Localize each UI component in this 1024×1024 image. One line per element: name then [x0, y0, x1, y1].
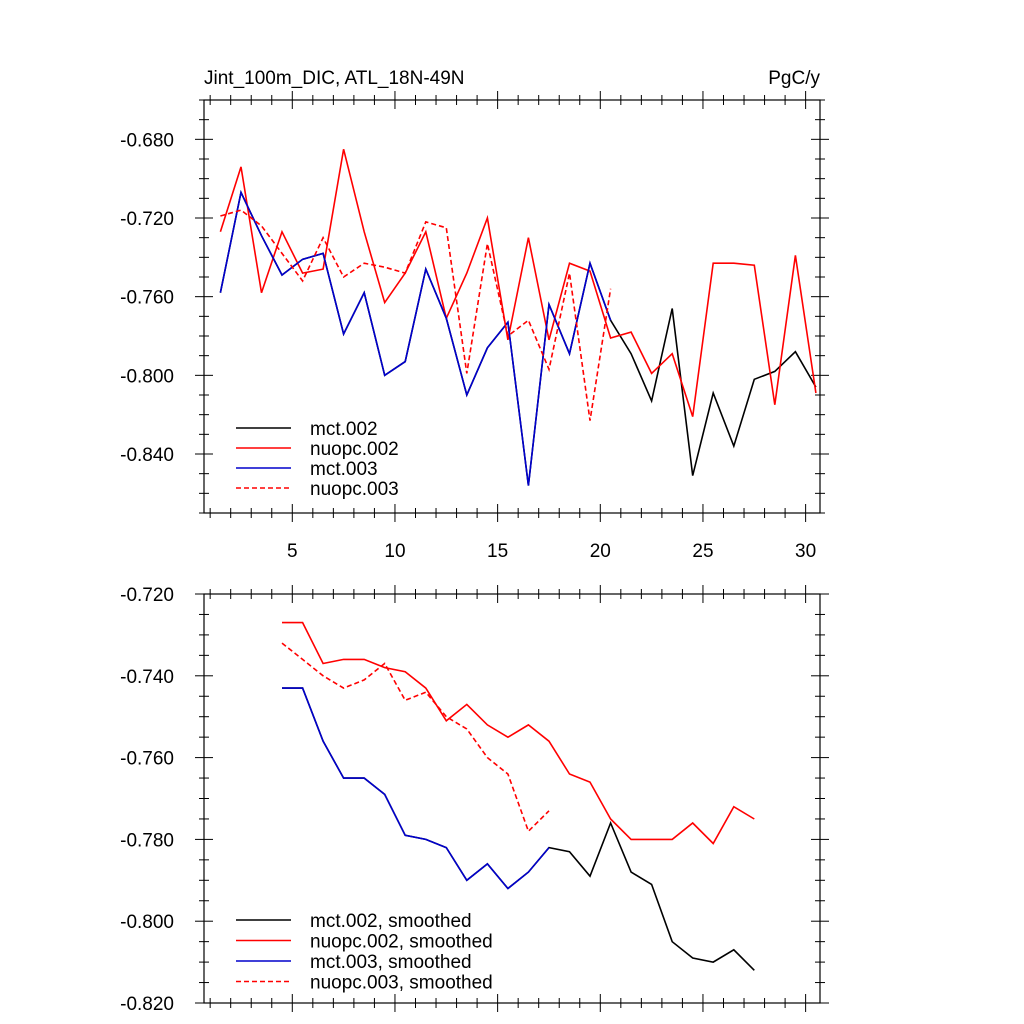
series-line-nuopc-002-smoothed	[282, 621, 755, 845]
y-tick-label: -0.800	[120, 912, 174, 933]
y-tick-label: -0.720	[120, 209, 174, 230]
series-line-nuopc-002	[219, 149, 817, 417]
series-line-mct-003	[219, 189, 612, 486]
y-tick-label: -0.840	[120, 445, 174, 466]
legend-label: mct.002	[310, 419, 378, 440]
x-tick-label: 25	[692, 541, 713, 562]
legend-label: mct.002, smoothed	[310, 911, 472, 932]
x-tick-label: 30	[795, 541, 816, 562]
series-line-nuopc-003-smoothed	[281, 642, 550, 833]
bottom-panel: -0.720 -0.740 -0.760 -0.780 -0.800 -0.820 mct.…	[120, 585, 829, 1015]
x-tick-label: 15	[487, 541, 508, 562]
y-tick-label: -0.760	[120, 749, 174, 770]
legend-label: nuopc.003	[310, 479, 399, 500]
legend-label: mct.003, smoothed	[310, 952, 472, 973]
legend-label: nuopc.003, smoothed	[310, 973, 493, 994]
legend-label: nuopc.002, smoothed	[310, 932, 493, 953]
chart-title: Jint_100m_DIC, ATL_18N-49N	[204, 68, 465, 89]
y-tick-label: -0.720	[120, 585, 174, 606]
x-tick-label: 10	[384, 541, 405, 562]
plot-frame	[203, 99, 821, 514]
units-label: PgC/y	[768, 68, 820, 89]
y-tick-label: -0.820	[120, 994, 174, 1015]
y-tick-label: -0.740	[120, 667, 174, 688]
series-line-nuopc-003	[220, 209, 612, 421]
y-tick-label: -0.780	[120, 830, 174, 851]
x-tick-label: 5	[287, 541, 298, 562]
top-panel: -0.680 -0.720 -0.760 -0.800 -0.840 5 10 15 20 25 3…	[120, 68, 829, 562]
legend-label: mct.003	[310, 459, 378, 480]
y-tick-label: -0.680	[120, 130, 174, 151]
legend-label: nuopc.002	[310, 439, 399, 460]
y-tick-label: -0.800	[120, 366, 174, 387]
x-tick-label: 20	[590, 541, 611, 562]
y-tick-label: -0.760	[120, 288, 174, 309]
series-line-mct-003-smoothed	[282, 687, 550, 890]
